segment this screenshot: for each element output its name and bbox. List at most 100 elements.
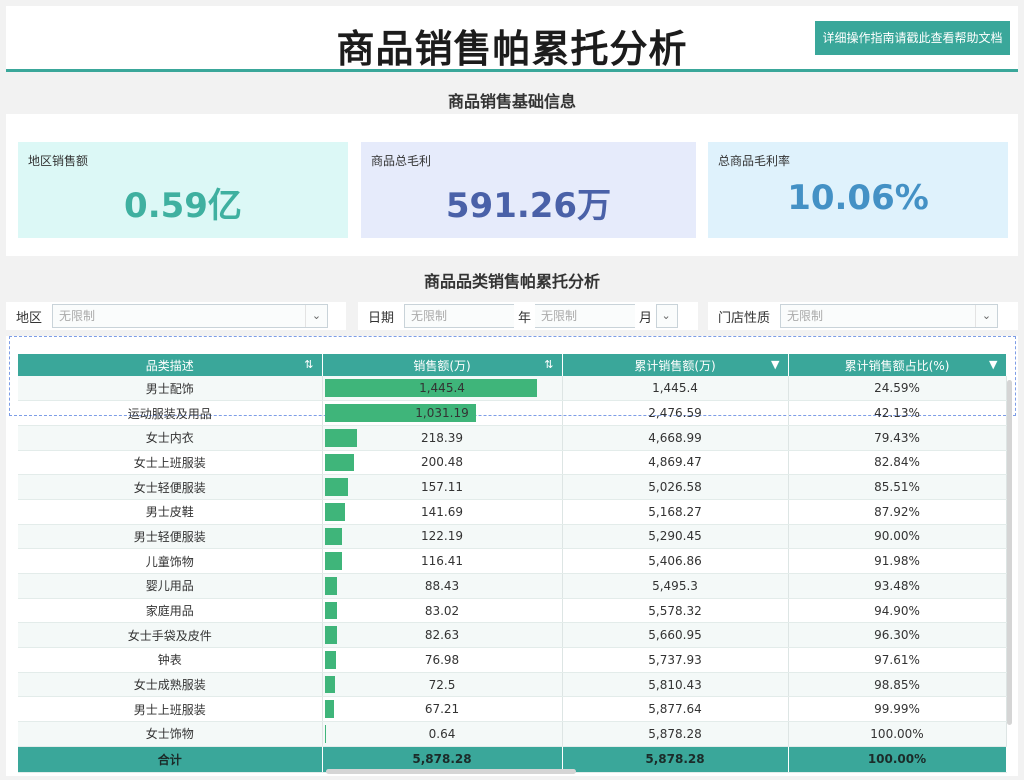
cell-cum-sales: 2,476.59	[562, 400, 789, 426]
help-doc-button[interactable]: 详细操作指南请戳此查看帮助文档	[815, 21, 1010, 55]
sales-bar	[324, 404, 476, 422]
sales-value: 0.64	[428, 726, 456, 741]
kpi-card-gross-margin: 总商品毛利率 10.06%	[708, 142, 1008, 238]
cell-category: 钟表	[18, 647, 323, 673]
column-header-category[interactable]: 品类描述 ⇅	[18, 354, 323, 376]
cell-cum-pct: 94.90%	[788, 598, 1007, 624]
sales-bar	[324, 651, 336, 669]
cell-cum-sales: 5,878.28	[562, 721, 789, 747]
dashboard-header: 商品销售帕累托分析 详细操作指南请戳此查看帮助文档	[6, 6, 1018, 72]
sales-value: 83.02	[424, 603, 460, 618]
kpi-card-region-sales: 地区销售额 0.59亿	[18, 142, 348, 238]
filter-date: 日期 无限制 年 无限制 月 ⌄	[358, 302, 698, 330]
table-row[interactable]: 婴儿用品 88.43 5,495.3 93.48%	[18, 573, 1007, 599]
column-header-label: 累计销售额(万)	[634, 358, 716, 373]
cell-cum-pct: 100.00%	[788, 721, 1007, 747]
sort-icon[interactable]: ⇅	[544, 358, 554, 371]
cell-category: 女士手袋及皮件	[18, 622, 323, 649]
sales-value: 116.41	[421, 554, 463, 569]
section-title-basic-info: 商品销售基础信息	[447, 92, 576, 111]
cell-category: 女士上班服装	[18, 450, 323, 476]
horizontal-scrollbar[interactable]	[326, 769, 576, 774]
cell-sales: 122.19	[322, 524, 563, 550]
cell-sales: 200.48	[322, 450, 563, 476]
column-header-label: 累计销售额占比(%)	[844, 358, 950, 373]
table-row[interactable]: 儿童饰物 116.41 5,406.86 91.98%	[18, 548, 1007, 574]
table-row[interactable]: 男士轻便服装 122.19 5,290.45 90.00%	[18, 524, 1007, 550]
filter-date-label: 日期	[368, 310, 395, 326]
cell-cum-pct: 93.48%	[788, 573, 1007, 599]
filter-region-label: 地区	[16, 310, 43, 326]
sales-bar	[324, 428, 357, 447]
kpi-value: 10.06%	[787, 178, 929, 218]
cell-cum-sales: 5,168.27	[562, 499, 789, 525]
pareto-table-panel: 品类描述 ⇅ 销售额(万) ⇅ 累计销售额(万) ▼ 累计销售额占比(%) ▼ 男士配饰…	[6, 336, 1018, 776]
store-type-select[interactable]: 无限制 ⌄	[780, 304, 999, 328]
store-type-select-value: 无限制	[787, 309, 824, 323]
table-row[interactable]: 女士上班服装 200.48 4,869.47 82.84%	[18, 450, 1007, 476]
cell-cum-sales: 4,668.99	[562, 425, 789, 451]
sales-value: 72.5	[428, 677, 456, 692]
section-title-category-analysis: 商品品类销售帕累托分析	[423, 272, 600, 291]
sales-value: 82.63	[424, 628, 460, 643]
kpi-label: 商品总毛利	[371, 154, 432, 168]
year-select[interactable]: 无限制	[404, 304, 515, 328]
sales-bar	[324, 675, 336, 694]
cell-sales: 116.41	[322, 548, 563, 574]
table-row[interactable]: 运动服装及用品 1,031.19 2,476.59 42.13%	[18, 400, 1007, 426]
table-row[interactable]: 女士内衣 218.39 4,668.99 79.43%	[18, 425, 1007, 451]
chevron-down-icon[interactable]: ⌄	[975, 305, 997, 327]
sales-value: 200.48	[421, 455, 463, 470]
sales-bar	[324, 502, 346, 521]
filter-store-type: 门店性质 无限制 ⌄	[708, 302, 1018, 330]
sales-value: 76.98	[424, 652, 460, 667]
total-sales: 5,878.28	[322, 746, 563, 773]
cell-sales: 67.21	[322, 696, 563, 723]
cell-sales: 76.98	[322, 647, 563, 673]
cell-cum-sales: 4,869.47	[562, 450, 789, 476]
table-row[interactable]: 男士上班服装 67.21 5,877.64 99.99%	[18, 696, 1007, 723]
cell-cum-pct: 99.99%	[788, 696, 1007, 723]
cell-cum-pct: 90.00%	[788, 524, 1007, 550]
total-cum-sales: 5,878.28	[562, 746, 789, 773]
cell-cum-pct: 87.92%	[788, 499, 1007, 525]
total-label: 合计	[18, 746, 323, 773]
cell-category: 女士轻便服装	[18, 474, 323, 500]
column-header-cum-pct[interactable]: 累计销售额占比(%) ▼	[788, 354, 1007, 376]
table-row[interactable]: 男士配饰 1,445.4 1,445.4 24.59%	[18, 376, 1007, 402]
cell-cum-sales: 5,578.32	[562, 598, 789, 624]
kpi-value: 591.26万	[445, 186, 612, 226]
vertical-scrollbar[interactable]	[1007, 380, 1012, 725]
table-row[interactable]: 女士成熟服装 72.5 5,810.43 98.85%	[18, 672, 1007, 698]
cell-cum-pct: 91.98%	[788, 548, 1007, 574]
table-row[interactable]: 家庭用品 83.02 5,578.32 94.90%	[18, 598, 1007, 624]
table-row[interactable]: 男士皮鞋 141.69 5,168.27 87.92%	[18, 499, 1007, 525]
cell-category: 男士配饰	[18, 376, 323, 402]
table-row[interactable]: 女士饰物 0.64 5,878.28 100.00%	[18, 721, 1007, 747]
column-header-sales[interactable]: 销售额(万) ⇅	[322, 354, 563, 376]
table-row[interactable]: 钟表 76.98 5,737.93 97.61%	[18, 647, 1007, 673]
cell-cum-sales: 5,877.64	[562, 696, 789, 723]
sales-bar	[324, 725, 326, 743]
cell-cum-pct: 79.43%	[788, 425, 1007, 451]
sort-desc-icon[interactable]: ▼	[989, 358, 998, 371]
cell-cum-sales: 5,660.95	[562, 622, 789, 649]
sort-icon[interactable]: ⇅	[304, 358, 314, 371]
sales-value: 141.69	[421, 504, 463, 519]
year-unit: 年	[518, 310, 532, 326]
sales-bar	[324, 577, 338, 595]
sales-bar	[324, 527, 343, 546]
cell-cum-pct: 96.30%	[788, 622, 1007, 649]
column-header-cum-sales[interactable]: 累计销售额(万) ▼	[562, 354, 789, 376]
sort-desc-icon[interactable]: ▼	[771, 358, 780, 371]
cell-category: 女士饰物	[18, 721, 323, 747]
chevron-down-icon[interactable]: ⌄	[661, 309, 671, 322]
region-select[interactable]: 无限制 ⌄	[52, 304, 329, 328]
sales-value: 157.11	[421, 480, 463, 495]
chevron-down-icon[interactable]: ⌄	[305, 305, 327, 327]
table-row[interactable]: 女士轻便服装 157.11 5,026.58 85.51%	[18, 474, 1007, 500]
table-row[interactable]: 女士手袋及皮件 82.63 5,660.95 96.30%	[18, 622, 1007, 649]
month-dropdown-button[interactable]: ⌄	[656, 304, 679, 328]
cell-cum-sales: 5,026.58	[562, 474, 789, 500]
month-select[interactable]: 无限制	[535, 304, 636, 328]
